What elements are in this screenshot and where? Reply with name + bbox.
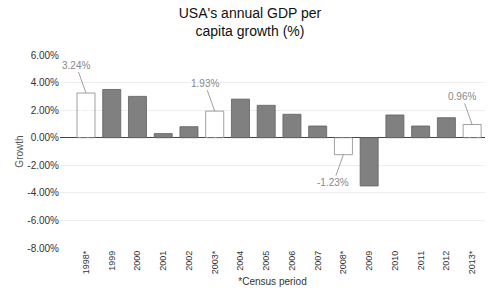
svg-text:2007: 2007 — [313, 251, 323, 271]
svg-text:1999: 1999 — [107, 251, 117, 271]
svg-text:4.00%: 4.00% — [31, 77, 59, 88]
svg-text:2003*: 2003* — [210, 250, 220, 274]
svg-text:-1.23%: -1.23% — [317, 177, 349, 188]
svg-text:6.00%: 6.00% — [31, 50, 59, 61]
svg-text:USA's annual GDP percapita gro: USA's annual GDP percapita growth (%) — [179, 5, 322, 39]
svg-text:-4.00%: -4.00% — [27, 187, 59, 198]
svg-text:*Census period: *Census period — [238, 276, 306, 287]
svg-text:2009: 2009 — [364, 251, 374, 271]
svg-text:0.00%: 0.00% — [31, 132, 59, 143]
svg-text:2.00%: 2.00% — [31, 105, 59, 116]
svg-text:0.96%: 0.96% — [448, 91, 476, 102]
svg-text:3.24%: 3.24% — [62, 60, 90, 71]
svg-text:2000: 2000 — [132, 251, 142, 271]
svg-text:-6.00%: -6.00% — [27, 215, 59, 226]
svg-text:1.93%: 1.93% — [191, 78, 219, 89]
svg-text:2013*: 2013* — [467, 250, 477, 274]
svg-text:1998*: 1998* — [81, 250, 91, 274]
svg-text:2004: 2004 — [235, 251, 245, 271]
svg-text:2002: 2002 — [184, 251, 194, 271]
svg-text:Growth: Growth — [14, 135, 25, 167]
svg-text:-2.00%: -2.00% — [27, 160, 59, 171]
svg-text:2005: 2005 — [261, 251, 271, 271]
svg-text:2011: 2011 — [416, 251, 426, 270]
svg-text:2010: 2010 — [390, 251, 400, 271]
svg-text:2001: 2001 — [158, 251, 168, 271]
svg-text:-8.00%: -8.00% — [27, 243, 59, 254]
svg-text:2008*: 2008* — [338, 250, 348, 274]
svg-text:2012: 2012 — [441, 251, 451, 271]
svg-text:2006: 2006 — [287, 251, 297, 271]
